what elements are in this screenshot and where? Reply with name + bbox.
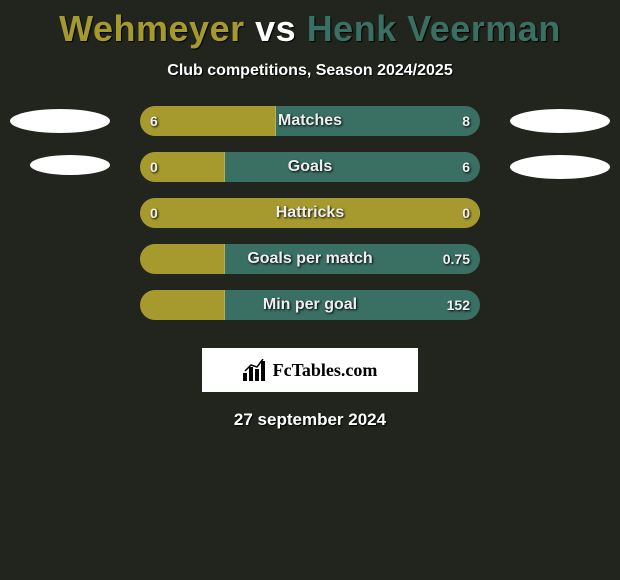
bar-right — [225, 244, 480, 274]
stat-row: Goals per match0.75 — [0, 244, 620, 290]
subtitle: Club competitions, Season 2024/2025 — [0, 62, 620, 80]
stat-row: Goals06 — [0, 152, 620, 198]
value-right: 0.75 — [443, 244, 470, 274]
stat-row: Hattricks00 — [0, 198, 620, 244]
player1-name: Wehmeyer — [59, 8, 244, 49]
bar-track — [140, 244, 480, 274]
bar-track — [140, 152, 480, 182]
vs-separator: vs — [255, 8, 296, 49]
value-left: 0 — [150, 152, 158, 182]
brand-box: FcTables.com — [202, 348, 418, 392]
value-left: 6 — [150, 106, 158, 136]
brand-text: FcTables.com — [273, 360, 378, 381]
stat-row: Matches68 — [0, 106, 620, 152]
bar-left — [140, 106, 276, 136]
bar-left — [140, 244, 225, 274]
bar-left — [140, 290, 225, 320]
bar-right — [276, 106, 480, 136]
bar-chart-icon — [243, 359, 267, 381]
bar-track — [140, 198, 480, 228]
value-left: 0 — [150, 198, 158, 228]
bar-track — [140, 290, 480, 320]
value-right: 0 — [462, 198, 470, 228]
comparison-title: Wehmeyer vs Henk Veerman — [0, 0, 620, 50]
decor-ellipse — [510, 155, 610, 179]
bar-left — [140, 198, 480, 228]
player2-name: Henk Veerman — [307, 8, 561, 49]
decor-ellipse — [510, 109, 610, 133]
value-right: 8 — [462, 106, 470, 136]
bar-right — [225, 290, 480, 320]
stat-row: Min per goal152 — [0, 290, 620, 336]
decor-ellipse — [10, 109, 110, 133]
bar-right — [225, 152, 480, 182]
decor-ellipse — [30, 155, 110, 175]
date-label: 27 september 2024 — [0, 410, 620, 430]
value-right: 6 — [462, 152, 470, 182]
stats-container: Matches68Goals06Hattricks00Goals per mat… — [0, 106, 620, 336]
value-right: 152 — [447, 290, 470, 320]
bar-track — [140, 106, 480, 136]
